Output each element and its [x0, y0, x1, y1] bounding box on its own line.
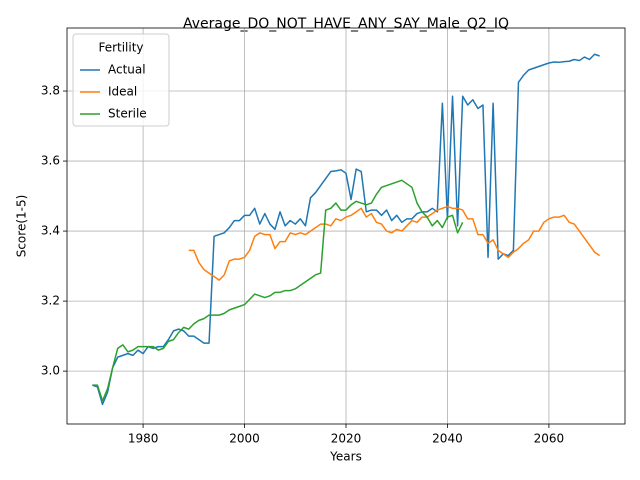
- x-tick-label: 2000: [229, 432, 260, 446]
- frame: [66, 27, 626, 425]
- y-tick-label: 3.4: [41, 224, 60, 238]
- legend-title: Fertility: [98, 41, 143, 55]
- x-axis-label: Years: [329, 450, 362, 464]
- legend-box: [72, 33, 170, 127]
- x-tick-label: 1980: [128, 432, 159, 446]
- x-tick-label: 2020: [331, 432, 362, 446]
- y-tick-label: 3.2: [41, 294, 60, 308]
- data-line: [188, 205, 601, 281]
- y-tick-label: 3.6: [41, 154, 60, 168]
- legend-label: Actual: [108, 63, 146, 77]
- data-line: [92, 179, 464, 402]
- legend-label: Sterile: [108, 107, 147, 121]
- legend-label: Ideal: [108, 85, 137, 99]
- data-line: [92, 53, 600, 406]
- x-tick-label: 2040: [432, 432, 463, 446]
- y-axis-label: Score(1-5): [15, 195, 29, 258]
- x-tick-label: 2060: [534, 432, 565, 446]
- y-tick-label: 3.0: [41, 364, 60, 378]
- y-tick-label: 3.8: [41, 84, 60, 98]
